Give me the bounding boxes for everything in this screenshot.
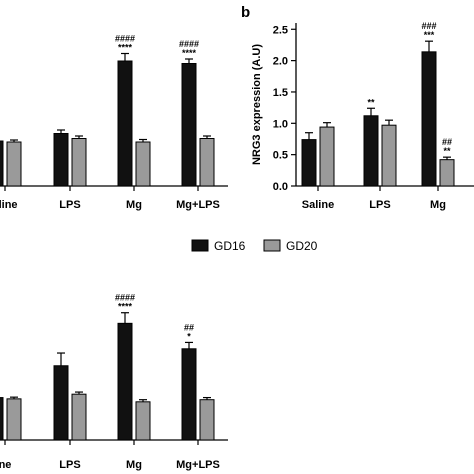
bar-gd20-mglps — [199, 399, 215, 441]
bar-gd20-mglps — [199, 138, 215, 187]
bar-gd16-mglps — [181, 63, 197, 187]
bar-gd20-lps — [71, 393, 87, 441]
bar-gd20-lps — [381, 124, 397, 187]
chart-panel-left: alineLPSMg####****Mg+LPS####**** — [0, 34, 228, 211]
bar-gd16-saline — [301, 139, 317, 187]
y-axis-title: NRG3 expression (A.U) — [251, 44, 263, 165]
bar-gd16-lps — [53, 365, 69, 441]
significance-label: **** — [118, 302, 133, 312]
bar-gd16-saline — [0, 397, 4, 441]
significance-label: ## — [184, 322, 194, 332]
significance-label: ## — [442, 137, 452, 147]
bar-gd20-saline — [6, 398, 22, 441]
x-tick-label: Mg — [430, 199, 446, 211]
legend: GD16 GD20 — [191, 239, 318, 253]
x-tick-label: LPS — [59, 199, 80, 211]
significance-label: ** — [367, 97, 375, 107]
y-tick-label: 2.5 — [273, 24, 288, 36]
significance-label: *** — [424, 30, 435, 40]
legend-label-gd16: GD16 — [214, 239, 246, 253]
x-tick-label: Saline — [302, 199, 334, 211]
x-tick-label: aline — [0, 199, 18, 211]
bar-gd16-lps — [53, 133, 69, 187]
legend-swatch-gd16 — [191, 239, 209, 252]
y-tick-label: 0.0 — [273, 181, 288, 193]
significance-label: * — [187, 331, 191, 341]
legend-swatch-gd20 — [263, 239, 281, 252]
y-tick-label: 1.0 — [273, 118, 288, 130]
x-tick-label: Mg — [126, 199, 142, 211]
significance-label: ** — [443, 146, 451, 156]
y-tick-label: 0.5 — [273, 150, 288, 162]
bar-gd20-mg — [135, 141, 151, 187]
bar-gd16-saline — [0, 140, 4, 187]
bar-gd20-mg — [439, 159, 455, 187]
bar-gd20-lps — [71, 138, 87, 187]
significance-label: **** — [118, 43, 133, 53]
significance-label: ### — [421, 21, 436, 31]
significance-label: **** — [182, 48, 197, 58]
bar-gd20-saline — [6, 141, 22, 187]
x-tick-label: Mg — [126, 459, 142, 471]
legend-label-gd20: GD20 — [286, 239, 318, 253]
x-tick-label: LPS — [369, 199, 390, 211]
bar-gd16-lps — [363, 115, 379, 187]
significance-label: #### — [115, 293, 135, 303]
bar-gd16-mg — [421, 51, 437, 187]
panel-b-letter: b — [241, 4, 250, 21]
bar-gd16-mg — [117, 322, 133, 441]
significance-label: #### — [115, 34, 135, 44]
x-tick-label: Mg+LPS — [176, 459, 220, 471]
chart-panel-b: 0.0 0.5 1.0 1.5 2.0 2.5 NRG3 expression (A.U) S… — [251, 21, 474, 211]
x-tick-label: ne — [0, 459, 11, 471]
x-tick-label: LPS — [59, 459, 80, 471]
x-tick-label: Mg+LPS — [176, 199, 220, 211]
y-tick-label: 2.0 — [273, 56, 288, 68]
bar-gd16-mg — [117, 60, 133, 187]
bar-gd16-mglps — [181, 348, 197, 441]
significance-label: #### — [179, 39, 199, 49]
chart-panel-bottom: ne LPS Mg ####**** Mg+LPS ##* — [0, 293, 228, 471]
y-tick-label: 1.5 — [273, 87, 288, 99]
bar-gd20-saline — [319, 126, 335, 187]
bar-gd20-mg — [135, 401, 151, 441]
